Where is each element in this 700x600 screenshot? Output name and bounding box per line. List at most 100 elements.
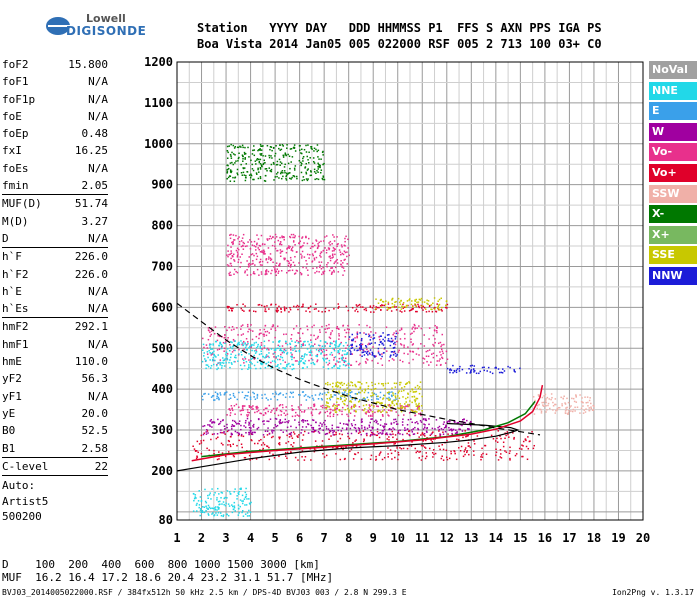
echo-point bbox=[318, 432, 321, 434]
echo-point bbox=[220, 429, 222, 431]
echo-point bbox=[234, 396, 236, 398]
echo-point bbox=[348, 437, 351, 440]
echo-point bbox=[306, 269, 309, 271]
echo-point bbox=[350, 344, 352, 346]
echo-point bbox=[314, 394, 317, 396]
echo-point bbox=[235, 356, 237, 359]
echo-point bbox=[337, 349, 339, 352]
echo-point bbox=[249, 345, 251, 348]
echo-point bbox=[222, 514, 225, 516]
echo-point bbox=[377, 350, 380, 352]
param-label: h`F bbox=[2, 250, 22, 264]
echo-point bbox=[539, 408, 542, 411]
echo-point bbox=[356, 331, 359, 333]
echo-point bbox=[241, 405, 244, 407]
echo-point bbox=[315, 172, 317, 175]
echo-point bbox=[440, 363, 442, 366]
echo-point bbox=[323, 350, 325, 353]
echo-point bbox=[293, 167, 296, 170]
echo-point bbox=[319, 392, 321, 395]
echo-point bbox=[393, 351, 395, 354]
echo-point bbox=[342, 357, 345, 359]
echo-point bbox=[400, 447, 403, 450]
echo-point bbox=[570, 410, 572, 412]
echo-point bbox=[280, 243, 283, 246]
echo-point bbox=[282, 156, 285, 158]
echo-points bbox=[192, 143, 595, 518]
param-value: 2.05 bbox=[81, 179, 109, 193]
echo-point bbox=[327, 262, 329, 264]
param-separator bbox=[2, 247, 108, 249]
echo-point bbox=[231, 419, 234, 422]
echo-point bbox=[587, 401, 589, 404]
echo-point bbox=[289, 266, 292, 268]
echo-point bbox=[472, 368, 475, 370]
echo-point bbox=[257, 168, 259, 171]
echo-point bbox=[351, 339, 353, 341]
echo-point bbox=[317, 310, 320, 312]
echo-point bbox=[393, 421, 395, 424]
echo-point bbox=[216, 349, 219, 351]
echo-point bbox=[356, 333, 359, 335]
echo-point bbox=[575, 401, 578, 403]
echo-point bbox=[408, 382, 411, 384]
echo-point bbox=[319, 252, 322, 255]
echo-point bbox=[307, 178, 309, 180]
echo-point bbox=[406, 447, 409, 450]
echo-point bbox=[590, 402, 592, 405]
echo-point bbox=[368, 335, 370, 338]
echo-point bbox=[346, 251, 348, 253]
x-tick-label: 7 bbox=[321, 531, 328, 545]
echo-point bbox=[518, 447, 521, 450]
echo-point bbox=[259, 153, 262, 155]
echo-point bbox=[323, 392, 326, 394]
echo-point bbox=[196, 456, 199, 458]
echo-point bbox=[273, 179, 275, 181]
echo-point bbox=[303, 411, 305, 413]
echo-point bbox=[229, 180, 232, 182]
echo-point bbox=[257, 304, 260, 306]
echo-point bbox=[250, 361, 252, 364]
echo-point bbox=[216, 364, 218, 367]
echo-point bbox=[237, 261, 240, 263]
echo-point bbox=[309, 351, 312, 353]
echo-point bbox=[446, 303, 449, 306]
echo-point bbox=[341, 433, 343, 436]
echo-point bbox=[335, 433, 337, 436]
echo-point bbox=[233, 505, 236, 507]
echo-point bbox=[372, 346, 374, 348]
param-label: hmE bbox=[2, 355, 22, 369]
echo-point bbox=[311, 261, 313, 263]
echo-point bbox=[298, 242, 301, 244]
echo-point bbox=[370, 336, 372, 339]
echo-point bbox=[355, 385, 357, 388]
echo-point bbox=[214, 506, 217, 508]
echo-point bbox=[423, 417, 425, 420]
echo-point bbox=[299, 145, 301, 147]
echo-point bbox=[432, 352, 435, 355]
echo-point bbox=[213, 514, 216, 516]
param-value: 2.58 bbox=[81, 441, 109, 455]
echo-point bbox=[380, 306, 383, 308]
echo-point bbox=[300, 161, 302, 164]
echo-point bbox=[425, 455, 428, 458]
echo-point bbox=[418, 306, 421, 309]
echo-point bbox=[270, 146, 273, 148]
echo-point bbox=[372, 305, 375, 307]
echo-point bbox=[193, 448, 196, 450]
echo-point bbox=[231, 409, 234, 412]
echo-point bbox=[442, 428, 444, 431]
echo-point bbox=[399, 405, 402, 407]
echo-point bbox=[412, 305, 414, 307]
echo-point bbox=[584, 396, 586, 398]
echo-point bbox=[282, 359, 284, 362]
echo-point bbox=[291, 353, 293, 356]
echo-point bbox=[395, 411, 397, 413]
echo-point bbox=[567, 413, 569, 415]
echo-point bbox=[230, 308, 233, 310]
echo-point bbox=[320, 240, 322, 243]
echo-point bbox=[244, 422, 247, 424]
echo-point bbox=[393, 359, 395, 361]
echo-point bbox=[397, 454, 400, 456]
param-separator bbox=[2, 317, 108, 319]
